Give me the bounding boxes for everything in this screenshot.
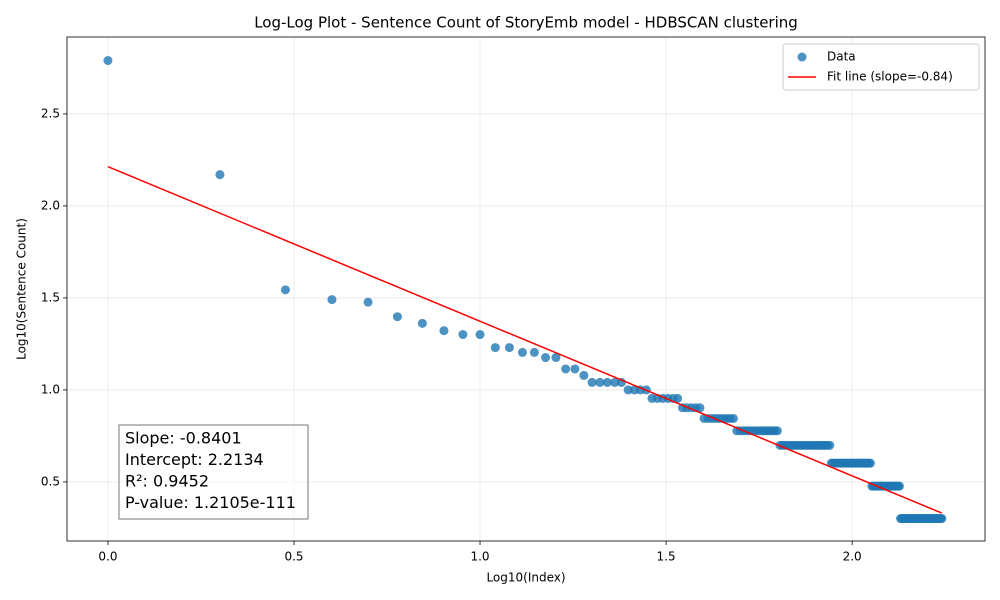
plot-frame [66,36,986,542]
data-point [517,347,527,357]
y-tick-label: 1.0 [41,382,60,396]
data-point [215,170,225,180]
data-point [458,330,468,340]
legend-label: Data [827,50,856,64]
data-point [504,343,514,353]
data-point [541,353,551,363]
data-point [695,403,705,413]
y-tick-label: 2.5 [41,106,60,120]
data-point [103,56,113,66]
data-point [610,377,620,387]
x-axis-label: Log10(Index) [486,571,565,585]
annotation-text: Slope: -0.8401 [125,429,242,448]
data-point [673,393,683,403]
data-point [587,377,597,387]
data-point [772,426,782,436]
y-axis-label: Log10(Sentence Count) [15,218,29,360]
data-point [894,481,904,491]
data-point [327,295,337,305]
data-point [439,326,449,336]
data-point [529,347,539,357]
data-point [417,318,427,328]
annotation-text: P-value: 1.2105e-111 [125,493,296,512]
data-point [475,330,485,340]
x-tick-label: 0.0 [98,550,117,564]
data-point [561,364,571,374]
data-point [937,514,947,524]
data-point [280,285,290,295]
data-point [728,413,738,423]
x-tick-label: 0.5 [284,550,303,564]
annotation-text: Intercept: 2.2134 [125,450,264,469]
y-tick-label: 2.0 [41,198,60,212]
fit-line [107,165,943,514]
data-point [363,297,373,307]
data-point [579,370,589,380]
x-tick-label: 1.0 [470,550,489,564]
data-point [865,458,875,468]
annotation-text: R²: 0.9452 [125,472,209,491]
data-point [551,353,561,363]
data-point [623,385,633,395]
x-tick-label: 2.0 [843,550,862,564]
chart-title: Log-Log Plot - Sentence Count of StoryEm… [254,14,798,32]
y-tick-label: 0.5 [41,474,60,488]
data-point [602,377,612,387]
data-point [570,364,580,374]
legend-marker [797,52,807,62]
legend-box [782,43,980,91]
annotation-box [118,424,309,520]
y-tick-label: 1.5 [41,290,60,304]
data-point [825,440,835,450]
data-point [490,343,500,353]
legend-label: Fit line (slope=-0.84) [827,70,953,84]
data-point [392,312,402,322]
x-tick-label: 1.5 [657,550,676,564]
data-point [595,377,605,387]
